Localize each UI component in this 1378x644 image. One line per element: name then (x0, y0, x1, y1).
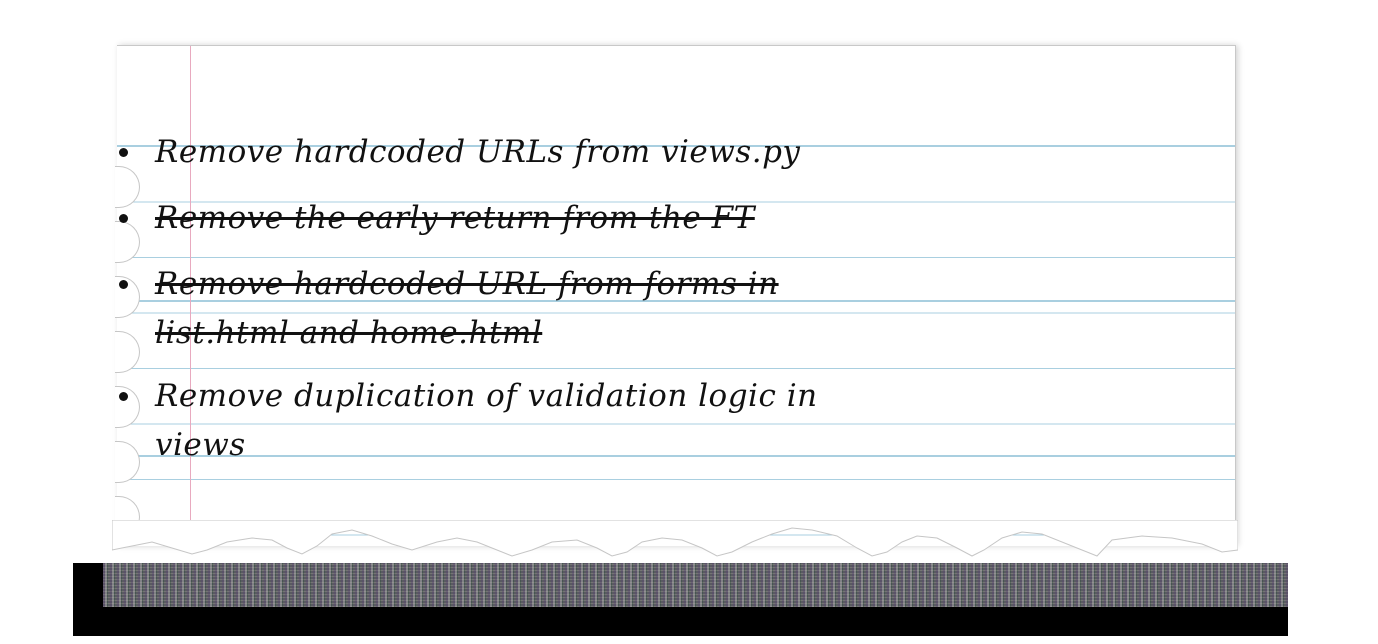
todo-item: Remove hardcoded URLs from views.py (119, 128, 895, 177)
binder-hole (115, 386, 140, 428)
notebook-paper (115, 45, 1236, 546)
todo-item-text-struck: Remove hardcoded URL from forms in list.… (155, 266, 779, 351)
todo-item-text-struck: Remove the early return from the FT (155, 200, 755, 236)
binder-holes (115, 166, 143, 546)
todo-item-text: Remove hardcoded URLs from views.py (155, 134, 801, 170)
binder-hole (115, 441, 140, 483)
scan-shadow (73, 563, 1288, 636)
ruled-lines (117, 146, 1235, 546)
bullet-icon (119, 280, 128, 289)
binder-hole (115, 331, 140, 373)
todo-item: Remove duplication of validation logic i… (119, 372, 895, 470)
binder-hole (115, 221, 140, 263)
todo-item: Remove hardcoded URL from forms in list.… (119, 260, 895, 358)
bullet-icon (119, 214, 128, 223)
scan-noise (103, 563, 1288, 607)
bullet-icon (119, 392, 128, 401)
todo-item: Remove the early return from the FT (119, 194, 895, 243)
binder-hole (115, 166, 140, 208)
torn-paper-edge (112, 520, 1238, 557)
todo-list: Remove hardcoded URLs from views.py Remo… (119, 128, 895, 470)
margin-line (190, 46, 191, 546)
bullet-icon (119, 148, 128, 157)
todo-item-text: Remove duplication of validation logic i… (155, 378, 818, 463)
